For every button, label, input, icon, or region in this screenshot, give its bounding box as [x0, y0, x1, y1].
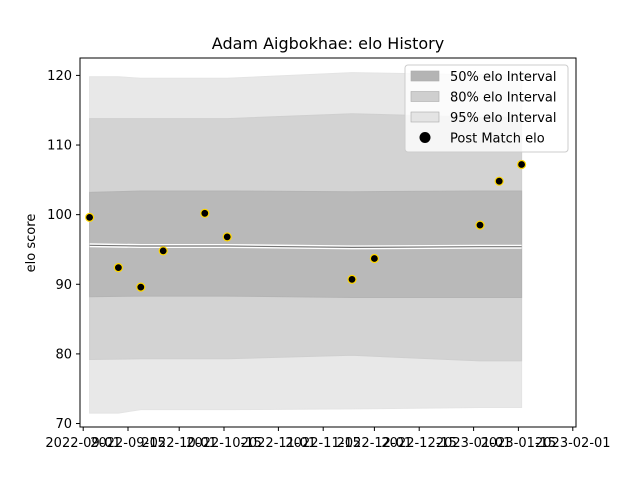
post-match-point-2 — [113, 263, 124, 273]
post-match-point-1 — [84, 212, 95, 222]
post-match-point-7 — [347, 274, 357, 284]
x-tick-label-2023-01-15: 2023-01-15 — [481, 436, 557, 451]
x-tick-label-2022-10-01: 2022-10-01 — [141, 436, 217, 451]
legend-swatch-50-elo-interval — [410, 70, 440, 82]
x-tick-label-2022-12-01: 2022-12-01 — [337, 436, 413, 451]
post-match-point-9 — [475, 220, 485, 230]
band-50-interval — [89, 190, 523, 298]
axes: 7080901001101202022-09-012022-09-152022-… — [45, 57, 611, 451]
legend-label-50-elo-interval: 50% elo Interval — [450, 70, 557, 85]
post-match-point-3 — [136, 282, 146, 292]
x-tick-label-2022-11-15: 2022-11-15 — [285, 436, 361, 451]
x-tick-label-2022-09-15: 2022-09-15 — [90, 436, 166, 451]
plot-frame — [79, 57, 577, 428]
post-match-point-8 — [369, 253, 379, 264]
post-match-point-4 — [158, 246, 168, 256]
x-tick-label-2022-09-01: 2022-09-01 — [45, 436, 121, 451]
post-match-point-6 — [222, 232, 232, 242]
y-tick-label-120: 120 — [47, 69, 72, 84]
x-tick-label-2023-01-01: 2023-01-01 — [436, 436, 512, 451]
x-tick-label-2022-10-15: 2022-10-15 — [186, 436, 262, 451]
post-match-point-10 — [494, 176, 504, 186]
legend: 50% elo Interval 80% elo Interval 95% elo … — [404, 64, 569, 153]
mean-line — [89, 244, 522, 249]
legend-swatch-80-elo-interval — [410, 91, 440, 102]
chart-title: Adam Aigbokhae: elo History — [212, 34, 444, 53]
x-tick-label-2022-11-01: 2022-11-01 — [241, 436, 317, 451]
plot-area — [84, 72, 527, 414]
legend-label-80-elo-interval: 80% elo Interval — [450, 91, 557, 106]
legend-label-95-elo-interval: 95% elo Interval — [450, 111, 557, 126]
x-tick-label-2022-12-15: 2022-12-15 — [381, 436, 457, 451]
y-tick-label-90: 90 — [55, 278, 72, 293]
legend-swatch-95-elo-interval — [410, 111, 440, 123]
legend-box — [404, 64, 569, 153]
y-tick-label-80: 80 — [55, 347, 72, 362]
y-tick-label-70: 70 — [55, 417, 72, 432]
y-tick-label-110: 110 — [47, 139, 72, 154]
y-axis-title: elo score — [24, 214, 39, 273]
y-tick-label-100: 100 — [47, 208, 72, 223]
legend-marker-post-match-elo — [419, 132, 431, 143]
post-match-point-5 — [200, 208, 210, 218]
x-tick-label-2023-02-01: 2023-02-01 — [535, 436, 611, 451]
post-match-point-11 — [516, 159, 527, 170]
legend-label-post-match-elo: Post Match elo — [450, 132, 545, 147]
